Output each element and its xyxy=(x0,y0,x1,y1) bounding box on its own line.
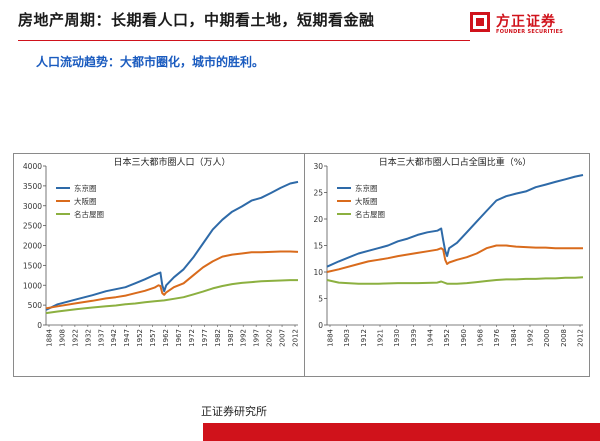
pop-x-tick-label: 1997 xyxy=(253,329,261,347)
pop-x-tick-label: 1932 xyxy=(84,329,92,347)
pop-x-tick-label: 1942 xyxy=(110,329,118,347)
title-divider xyxy=(18,40,470,41)
pop-y-tick-label: 2000 xyxy=(23,242,42,251)
slide-subtitle: 人口流动趋势：大都市圈化，城市的胜利。 xyxy=(36,55,265,69)
pop-y-tick-label: 500 xyxy=(28,301,43,310)
pop-legend-label: 大阪圈 xyxy=(74,196,97,206)
company-logo: 方正证券 FOUNDER SECURITIES xyxy=(470,12,590,40)
share-y-tick-label: 25 xyxy=(313,189,323,198)
pop-x-tick-label: 1962 xyxy=(162,329,170,347)
pop-y-tick-label: 4000 xyxy=(23,162,42,171)
logo-english-name: FOUNDER SECURITIES xyxy=(496,29,564,35)
share-x-tick-label: 2012 xyxy=(577,329,585,347)
pop-x-tick-label: 1922 xyxy=(71,329,79,347)
share-x-tick-label: 1912 xyxy=(360,329,368,347)
share-x-tick-label: 1921 xyxy=(377,329,385,347)
share-x-tick-label: 2000 xyxy=(543,329,551,347)
pop-x-tick-label: 1982 xyxy=(214,329,222,347)
pop-x-tick-label: 1908 xyxy=(58,329,66,347)
share-legend-label: 大阪圈 xyxy=(355,196,378,206)
footer-band xyxy=(203,423,600,441)
share-x-tick-label: 1976 xyxy=(493,328,501,346)
share-x-tick-label: 1939 xyxy=(410,329,418,347)
pop-x-tick-label: 1972 xyxy=(188,329,196,347)
pop-y-tick-label: 3000 xyxy=(23,202,42,211)
share-x-tick-label: 1930 xyxy=(393,329,401,347)
pop-x-tick-label: 1987 xyxy=(227,329,235,347)
slide-title: 房地产周期：长期看人口，中期看土地，短期看金融 xyxy=(18,11,375,29)
share-x-tick-label: 2008 xyxy=(560,329,568,347)
chart-share: 日本三大都市圈人口占全国比重（%） 0 5 10 15 20 25 30 1884 1903 191… xyxy=(304,153,590,377)
pop-series-line-3 xyxy=(45,279,298,315)
share-x-tick-label: 1960 xyxy=(460,329,468,347)
logo-square-icon xyxy=(470,12,490,32)
share-legend-label: 名古屋圈 xyxy=(355,209,385,219)
footer-text: 正证券研究所 xyxy=(201,405,267,418)
share-x-tick-label: 1984 xyxy=(510,328,518,346)
share-y-tick-label: 30 xyxy=(313,162,323,171)
pop-series-line-1 xyxy=(45,180,299,311)
pop-chart-title: 日本三大都市圈人口（万人） xyxy=(113,156,230,168)
share-x-tick-label: 1952 xyxy=(443,329,451,347)
pop-x-tick-label: 1977 xyxy=(201,329,209,347)
pop-series-line-2 xyxy=(45,250,299,310)
pop-y-tick-label: 1000 xyxy=(23,281,42,290)
pop-x-tick-label: 1947 xyxy=(123,329,131,347)
share-x-tick-label: 1944 xyxy=(427,328,435,346)
share-y-tick-label: 0 xyxy=(318,321,323,330)
pop-x-tick-label: 2002 xyxy=(266,329,274,347)
pop-x-tick-label: 1957 xyxy=(149,329,157,347)
share-y-tick-label: 5 xyxy=(318,295,323,304)
logo-chinese-name: 方正证券 xyxy=(496,14,556,30)
chart-share-svg: 日本三大都市圈人口占全国比重（%） 0 5 10 15 20 25 30 1884 1903 191… xyxy=(313,156,585,347)
pop-y-tick-label: 0 xyxy=(37,321,42,330)
share-y-tick-label: 20 xyxy=(313,215,323,224)
share-y-tick-label: 10 xyxy=(313,268,323,277)
share-x-tick-label: 1903 xyxy=(343,329,351,347)
chart-population: 日本三大都市圈人口（万人） 0 500 1000 1500 2000 2500 3000 350… xyxy=(13,153,305,377)
share-chart-title: 日本三大都市圈人口占全国比重（%） xyxy=(379,156,532,168)
share-legend-label: 东京圈 xyxy=(355,183,378,193)
pop-x-tick-label: 1937 xyxy=(97,329,105,347)
pop-x-tick-label: 1992 xyxy=(240,329,248,347)
pop-legend-label: 东京圈 xyxy=(74,183,97,193)
pop-x-tick-label: 1952 xyxy=(136,329,144,347)
pop-x-tick-label: 1884 xyxy=(46,328,54,346)
chart-population-svg: 日本三大都市圈人口（万人） 0 500 1000 1500 2000 2500 3000 350… xyxy=(23,156,300,347)
pop-y-tick-label: 1500 xyxy=(23,261,42,270)
pop-y-tick-label: 3500 xyxy=(23,182,42,191)
pop-x-tick-label: 2012 xyxy=(292,329,300,347)
share-series-line-1 xyxy=(326,174,584,268)
pop-legend-label: 名古屋圈 xyxy=(74,209,104,219)
share-x-tick-label: 1884 xyxy=(327,328,335,346)
share-series-line-2 xyxy=(326,244,583,273)
pop-y-tick-label: 2500 xyxy=(23,222,42,231)
share-x-tick-label: 1992 xyxy=(527,329,535,347)
pop-x-tick-label: 2007 xyxy=(279,329,287,347)
share-x-tick-label: 1968 xyxy=(477,329,485,347)
share-y-tick-label: 15 xyxy=(313,242,323,251)
share-series-line-3 xyxy=(326,276,584,285)
pop-x-tick-label: 1967 xyxy=(175,329,183,347)
